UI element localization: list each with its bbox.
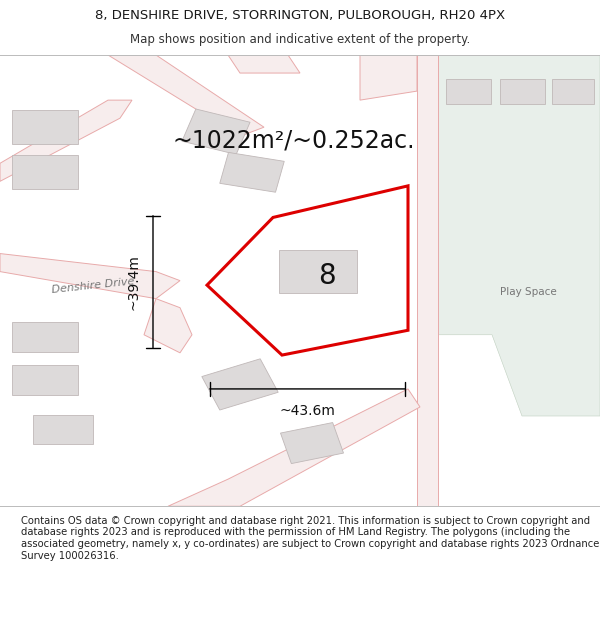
Text: ~39.4m: ~39.4m [127, 254, 141, 310]
Polygon shape [33, 415, 93, 444]
Polygon shape [228, 55, 300, 73]
Polygon shape [144, 299, 192, 353]
Polygon shape [280, 422, 344, 464]
Polygon shape [279, 250, 357, 293]
Polygon shape [446, 79, 491, 104]
Polygon shape [12, 110, 78, 144]
Polygon shape [360, 55, 417, 100]
Text: Contains OS data © Crown copyright and database right 2021. This information is : Contains OS data © Crown copyright and d… [21, 516, 599, 561]
Polygon shape [438, 55, 600, 416]
Polygon shape [12, 322, 78, 352]
Polygon shape [552, 79, 594, 104]
Polygon shape [220, 152, 284, 192]
Text: 8, DENSHIRE DRIVE, STORRINGTON, PULBOROUGH, RH20 4PX: 8, DENSHIRE DRIVE, STORRINGTON, PULBOROU… [95, 9, 505, 22]
Polygon shape [108, 55, 264, 136]
Polygon shape [0, 100, 132, 181]
Polygon shape [182, 109, 250, 154]
Text: 8: 8 [318, 262, 336, 290]
Polygon shape [168, 389, 420, 506]
Text: ~43.6m: ~43.6m [280, 404, 335, 418]
Polygon shape [417, 55, 438, 506]
Polygon shape [202, 359, 278, 410]
Polygon shape [0, 254, 180, 299]
Text: ~1022m²/~0.252ac.: ~1022m²/~0.252ac. [173, 129, 415, 152]
Text: Play Space: Play Space [500, 287, 556, 297]
Text: Map shows position and indicative extent of the property.: Map shows position and indicative extent… [130, 33, 470, 46]
Text: Denshire Drive: Denshire Drive [51, 277, 135, 296]
Polygon shape [12, 365, 78, 394]
Polygon shape [12, 156, 78, 189]
Polygon shape [499, 79, 545, 104]
